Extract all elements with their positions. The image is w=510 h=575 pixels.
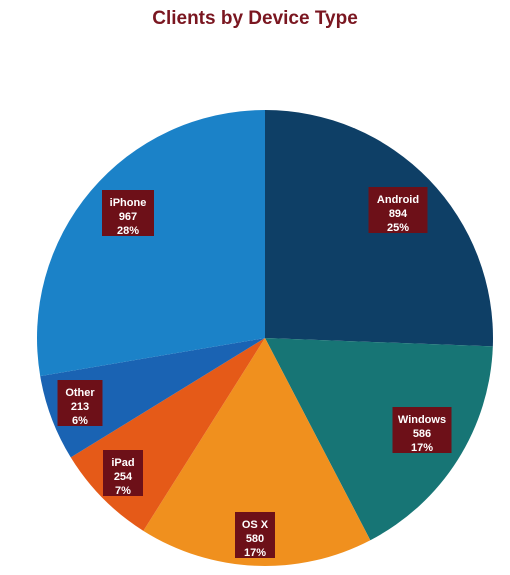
label-value: 213 bbox=[71, 401, 89, 413]
pie-slice-other bbox=[40, 338, 266, 458]
label-name: Windows bbox=[398, 414, 446, 426]
label-box bbox=[368, 187, 428, 233]
label-percent: 6% bbox=[72, 415, 88, 427]
label-value: 586 bbox=[413, 428, 431, 440]
chart-title: Clients by Device Type bbox=[152, 8, 358, 29]
label-box bbox=[103, 450, 143, 496]
label-box bbox=[392, 407, 452, 453]
slice-label-android: Android 894 25% bbox=[368, 187, 428, 234]
slice-label-os-x: OS X 580 17% bbox=[235, 512, 275, 559]
slice-label-iphone: iPhone 967 28% bbox=[102, 190, 154, 237]
label-name: iPhone bbox=[110, 197, 147, 209]
label-name: Other bbox=[65, 387, 95, 399]
label-percent: 25% bbox=[387, 222, 409, 234]
label-name: OS X bbox=[242, 519, 269, 531]
label-box bbox=[102, 190, 154, 236]
label-percent: 17% bbox=[244, 547, 266, 559]
label-name: Android bbox=[377, 194, 419, 206]
label-value: 894 bbox=[389, 208, 408, 220]
label-box bbox=[57, 380, 103, 426]
slice-label-ipad: iPad 254 7% bbox=[103, 450, 143, 497]
pie-slice-os-x bbox=[143, 338, 371, 566]
label-value: 580 bbox=[246, 533, 264, 545]
pie-slice-iphone bbox=[36, 110, 265, 377]
label-value: 254 bbox=[114, 471, 133, 483]
label-name: iPad bbox=[111, 457, 134, 469]
label-percent: 7% bbox=[115, 485, 131, 497]
pie-slice-windows bbox=[265, 338, 493, 541]
label-value: 967 bbox=[119, 211, 137, 223]
label-percent: 17% bbox=[411, 442, 433, 454]
slice-label-windows: Windows 586 17% bbox=[392, 407, 452, 454]
slice-label-other: Other 213 6% bbox=[57, 380, 103, 427]
label-percent: 28% bbox=[117, 225, 139, 237]
label-box bbox=[235, 512, 275, 558]
